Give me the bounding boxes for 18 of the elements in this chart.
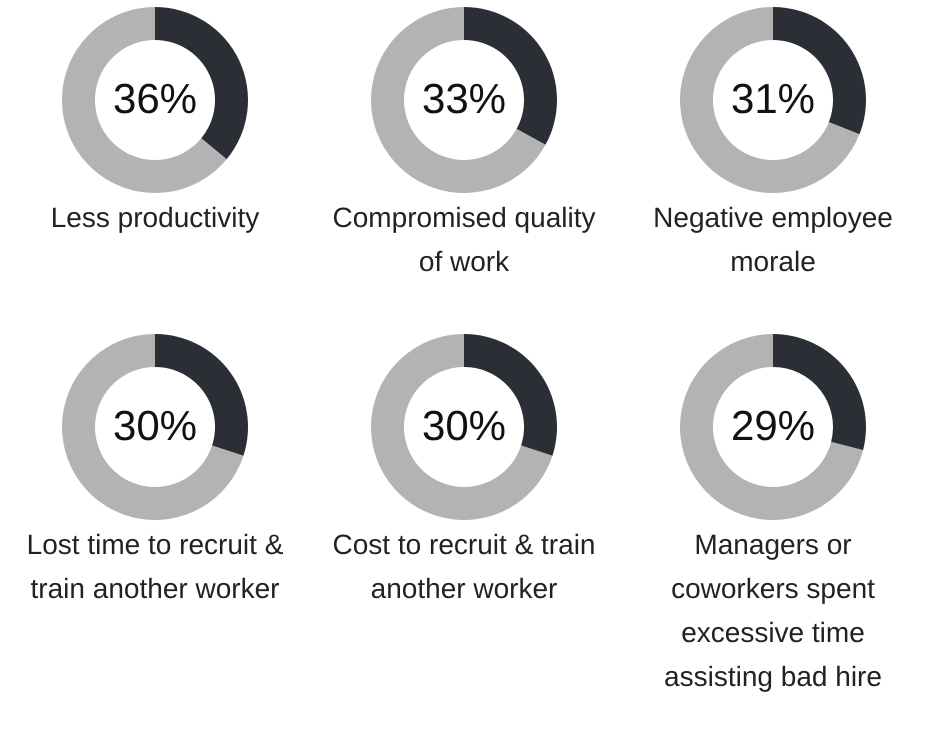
data-label: 31% <box>730 75 816 122</box>
donut-slice <box>62 7 227 193</box>
donut-slice <box>680 7 860 193</box>
text: Compromised quality of work <box>332 202 596 277</box>
text: Negative employee morale <box>653 202 893 277</box>
data-label: 36% <box>112 75 198 122</box>
donut-slice <box>62 334 244 520</box>
text: Lost time to recruit & train another worker <box>26 529 284 604</box>
data-label: 33% <box>422 75 506 122</box>
donut-slice <box>371 7 546 193</box>
data-label: 30% <box>422 402 506 449</box>
text: Less productivity <box>50 202 260 233</box>
text: Managers or coworkers spent excessive time assisting bad hire <box>664 529 882 692</box>
donut-slice <box>680 334 864 520</box>
data-label: 29% <box>730 402 816 449</box>
text: Cost to recruit & train another worker <box>332 529 596 604</box>
data-label: 30% <box>112 402 198 449</box>
donut-slice <box>371 334 552 520</box>
